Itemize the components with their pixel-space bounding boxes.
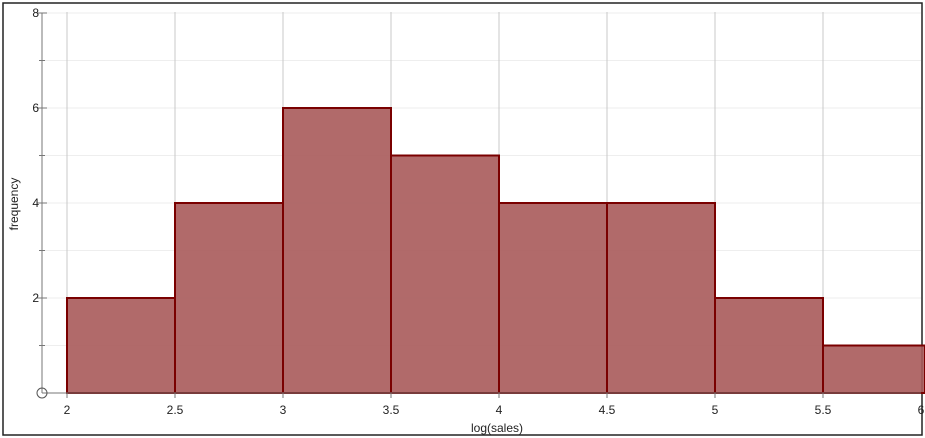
histogram-bar xyxy=(66,297,176,394)
x-tick-label: 4.5 xyxy=(599,403,616,417)
histogram-bar xyxy=(822,344,925,394)
x-axis-label: log(sales) xyxy=(471,421,523,435)
x-tick-label: 2.5 xyxy=(167,403,184,417)
y-tick-label: 2 xyxy=(32,291,39,305)
histogram-bar xyxy=(282,107,392,394)
y-tick-label: 6 xyxy=(32,101,39,115)
origin-marker xyxy=(36,387,48,399)
histogram-bar xyxy=(714,297,824,394)
x-tick-label: 5.5 xyxy=(815,403,832,417)
x-tick-label: 5 xyxy=(712,403,719,417)
x-tick-label: 4 xyxy=(496,403,503,417)
x-tick-label: 3 xyxy=(280,403,287,417)
histogram-bar xyxy=(498,202,608,394)
y-tick-label: 4 xyxy=(32,196,39,210)
histogram-bars xyxy=(66,107,925,394)
x-tick-label: 3.5 xyxy=(383,403,400,417)
x-tick-label: 6 xyxy=(918,403,925,417)
histogram-bar xyxy=(390,154,500,394)
histogram-bar xyxy=(606,202,716,394)
y-axis-ticks: 2 4 6 8 xyxy=(32,6,47,346)
histogram-bar xyxy=(174,202,284,394)
x-tick-label: 2 xyxy=(64,403,71,417)
y-tick-label: 8 xyxy=(32,6,39,20)
y-axis-label: frequency xyxy=(7,178,21,231)
x-axis-ticks: 2 2.5 3 3.5 4 4.5 5 5.5 6 xyxy=(64,393,925,417)
